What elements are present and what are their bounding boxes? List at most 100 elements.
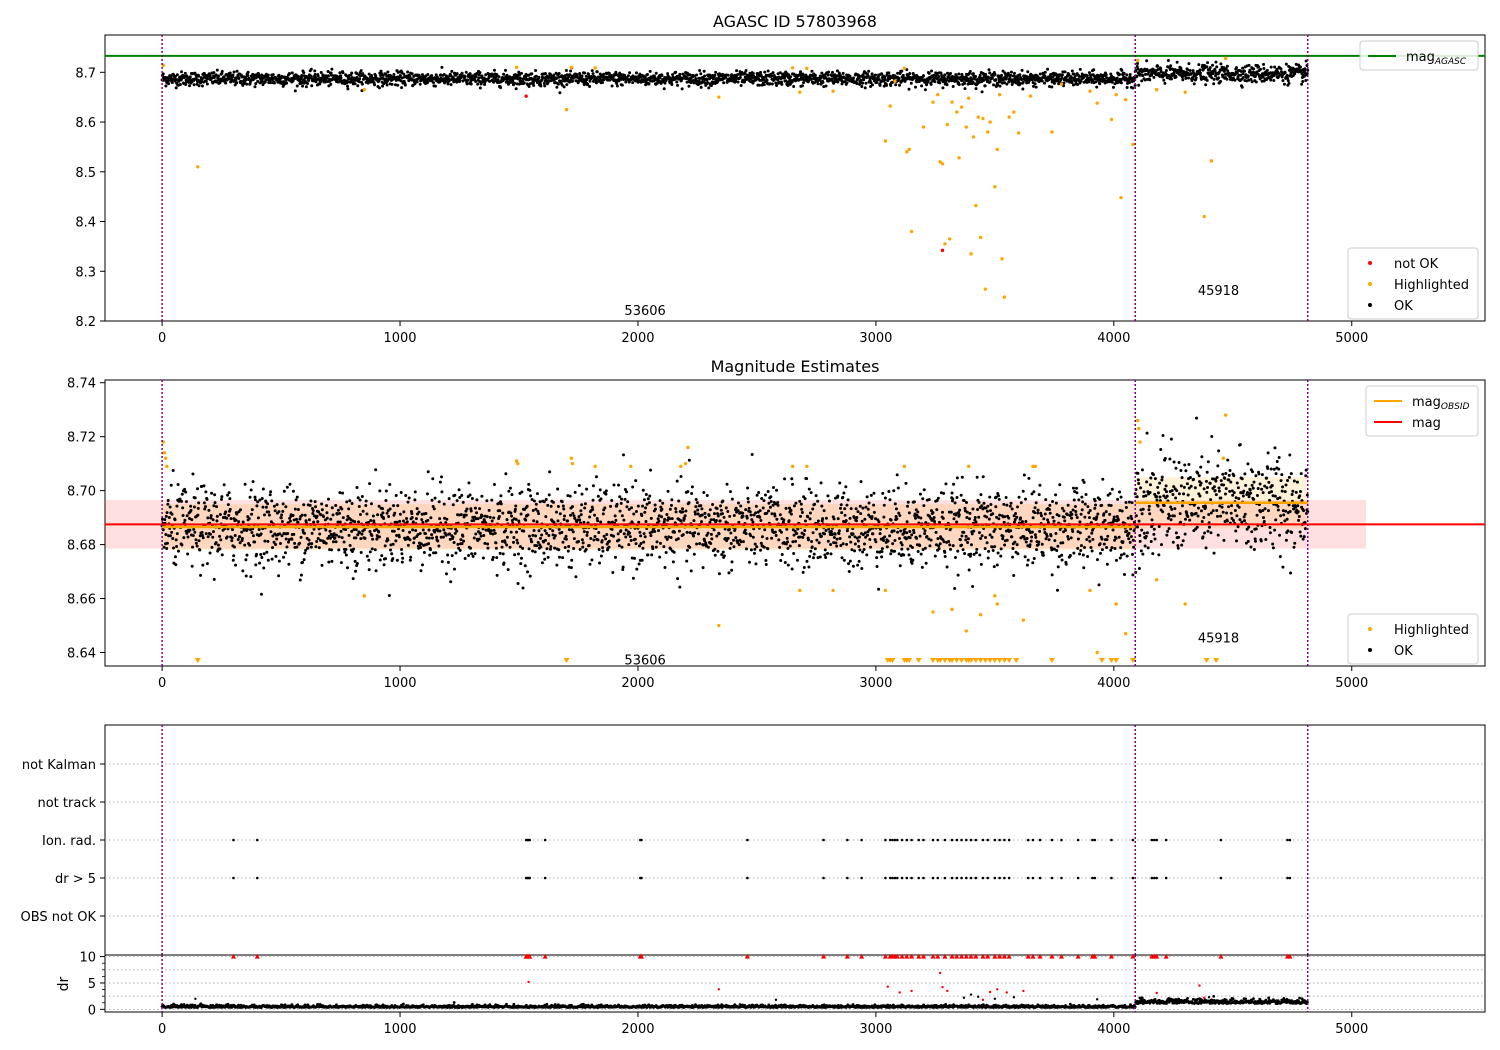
highlighted-point bbox=[1209, 159, 1214, 163]
ok-point bbox=[261, 487, 265, 491]
ok-point bbox=[426, 518, 430, 522]
ok-point bbox=[583, 71, 587, 75]
ok-point bbox=[208, 532, 212, 536]
ok-point bbox=[778, 545, 782, 549]
ok-point bbox=[309, 499, 313, 503]
ok-point bbox=[584, 548, 588, 552]
ok-point bbox=[591, 484, 595, 488]
ok-point bbox=[409, 555, 413, 559]
ok-point bbox=[866, 507, 870, 511]
ok-point bbox=[347, 533, 351, 537]
ok-point bbox=[546, 503, 550, 507]
ok-point bbox=[858, 548, 862, 552]
ok-point bbox=[341, 491, 345, 495]
ok-point bbox=[681, 507, 685, 511]
ok-point bbox=[325, 516, 329, 520]
ok-point bbox=[339, 529, 343, 533]
ok-point bbox=[712, 528, 716, 532]
highlighted-point bbox=[1131, 142, 1135, 147]
ok-point bbox=[509, 530, 513, 534]
ok-point bbox=[304, 85, 308, 89]
ok-point bbox=[354, 528, 358, 532]
ok-point bbox=[707, 513, 711, 517]
ok-point bbox=[747, 506, 751, 510]
y-tick-label: 8.2 bbox=[75, 315, 96, 330]
ok-point bbox=[653, 530, 657, 534]
ok-point bbox=[438, 480, 442, 484]
ok-point bbox=[345, 500, 349, 504]
ok-point bbox=[612, 483, 616, 487]
ok-point bbox=[295, 545, 299, 549]
ok-point bbox=[545, 547, 549, 551]
ok-point bbox=[870, 83, 874, 87]
ok-point bbox=[1111, 85, 1115, 89]
ok-point bbox=[755, 545, 759, 549]
ok-point bbox=[219, 538, 223, 542]
ok-point bbox=[780, 552, 784, 556]
ok-point bbox=[358, 77, 362, 81]
ok-point bbox=[202, 501, 206, 505]
ok-point bbox=[463, 74, 467, 78]
ok-point bbox=[1152, 75, 1156, 79]
ok-point bbox=[293, 507, 297, 511]
ok-point bbox=[176, 549, 180, 553]
ok-point bbox=[454, 551, 458, 555]
ok-point bbox=[829, 542, 833, 546]
ok-point bbox=[789, 509, 793, 513]
ok-point bbox=[595, 70, 599, 74]
ok-point bbox=[210, 491, 214, 495]
ok-point bbox=[170, 512, 174, 516]
ok-point bbox=[1046, 67, 1050, 71]
ok-point bbox=[547, 534, 551, 538]
ok-point bbox=[395, 520, 399, 524]
ok-point bbox=[515, 538, 519, 542]
ok-point bbox=[253, 495, 257, 499]
ok-point bbox=[191, 472, 195, 476]
ok-point bbox=[663, 517, 667, 521]
ok-point bbox=[165, 511, 169, 515]
ok-point bbox=[480, 74, 484, 78]
ok-point bbox=[795, 532, 799, 536]
ok-point bbox=[280, 520, 284, 524]
ok-point bbox=[1247, 63, 1251, 67]
ok-point bbox=[640, 513, 644, 517]
ok-point bbox=[192, 527, 196, 531]
ok-point bbox=[551, 529, 555, 533]
ok-point bbox=[863, 517, 867, 521]
ok-point bbox=[398, 519, 402, 523]
ok-point bbox=[570, 558, 574, 562]
ok-point bbox=[266, 539, 270, 543]
ok-point bbox=[493, 531, 497, 535]
ok-point bbox=[566, 549, 570, 553]
ok-point bbox=[861, 550, 865, 554]
highlighted-point bbox=[981, 116, 985, 121]
ok-point bbox=[235, 81, 239, 85]
ok-point bbox=[694, 77, 698, 81]
ok-point bbox=[481, 556, 485, 560]
ok-point bbox=[348, 544, 352, 548]
ok-point bbox=[788, 544, 792, 548]
ok-point bbox=[478, 507, 482, 511]
ok-point bbox=[775, 517, 779, 521]
ok-point bbox=[1211, 71, 1215, 75]
ok-point bbox=[234, 78, 238, 82]
ok-point bbox=[588, 515, 592, 519]
ok-point bbox=[810, 539, 814, 543]
ok-point bbox=[644, 506, 648, 510]
ok-point bbox=[779, 530, 783, 534]
ok-point bbox=[426, 470, 430, 474]
ok-point bbox=[810, 545, 814, 549]
ok-point bbox=[869, 493, 873, 497]
ok-point bbox=[564, 68, 568, 72]
ok-point bbox=[371, 514, 375, 518]
ok-point bbox=[494, 541, 498, 545]
ok-point bbox=[364, 503, 368, 507]
ok-point bbox=[853, 542, 857, 546]
ok-point bbox=[1198, 68, 1202, 72]
ok-point bbox=[809, 549, 813, 553]
ok-point bbox=[646, 553, 650, 557]
ok-point bbox=[1282, 82, 1286, 86]
ok-point bbox=[216, 74, 220, 78]
ok-point bbox=[202, 484, 206, 488]
ok-point bbox=[422, 550, 426, 554]
